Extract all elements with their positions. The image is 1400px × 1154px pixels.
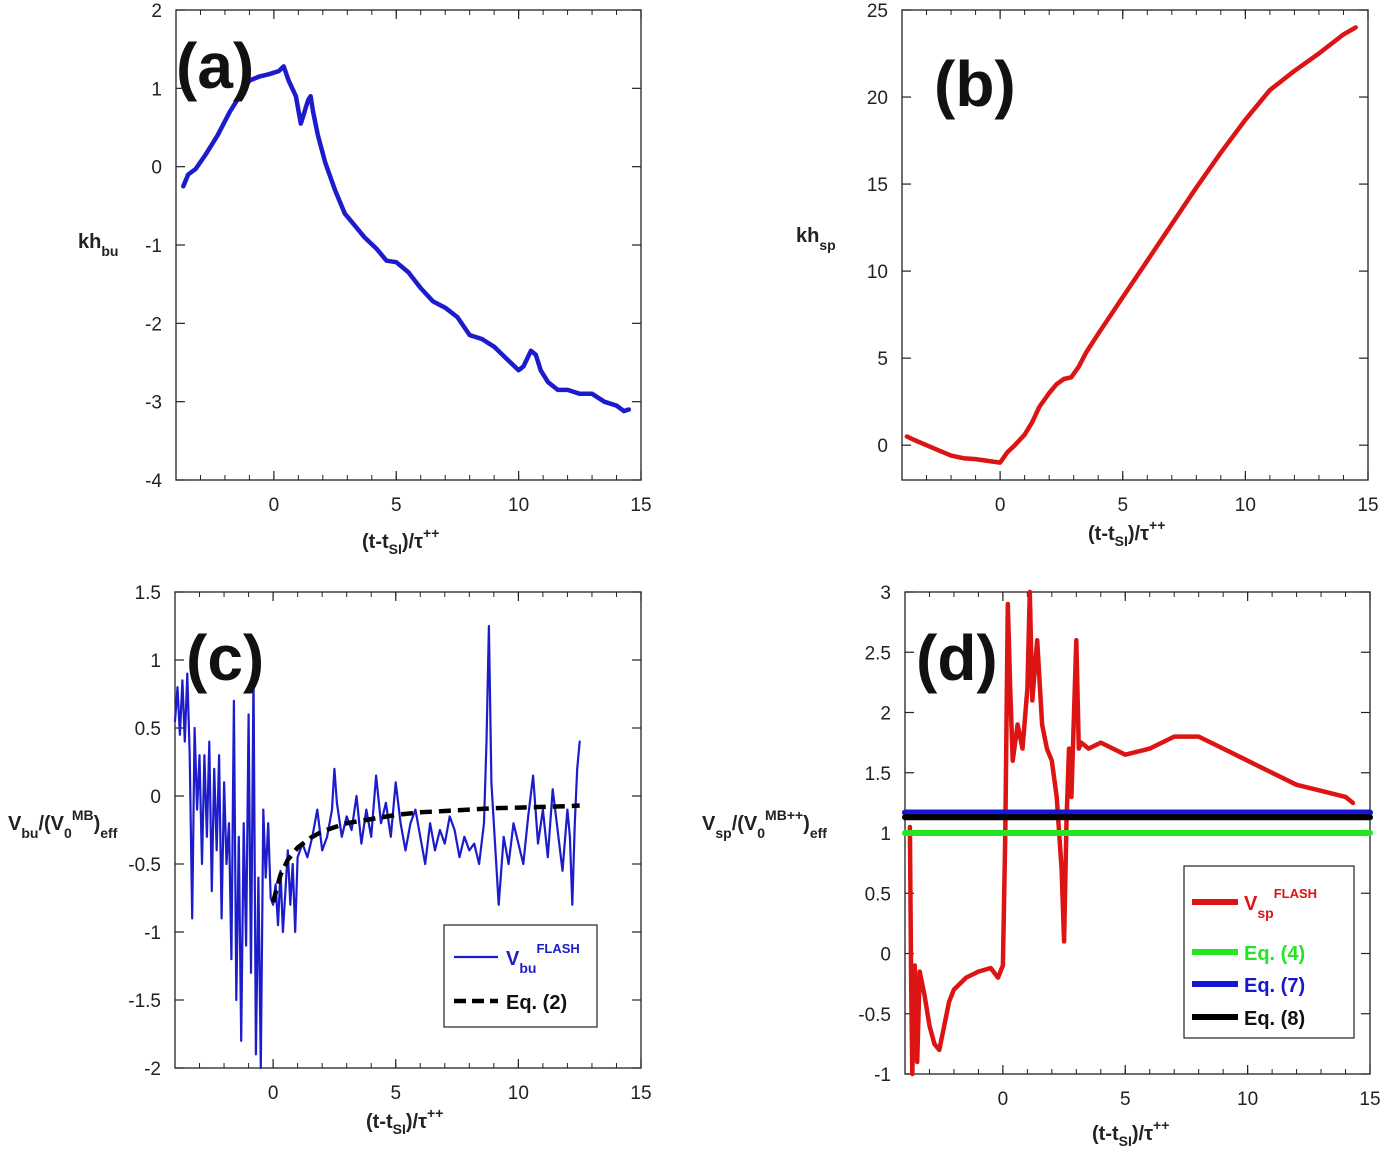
y-tick-label: -4: [145, 471, 162, 492]
y-tick-label: 2: [151, 1, 162, 22]
y-tick-label: 1.5: [865, 764, 891, 785]
series-line-1: [270, 803, 580, 903]
plot-frame: [174, 591, 642, 1069]
y-axis-label: Vbu/(V0MB)eff: [8, 807, 118, 841]
x-tick-label: 0: [995, 495, 1006, 516]
legend-label: VbuFLASH: [506, 941, 580, 976]
x-tick-label: 0: [268, 1083, 279, 1104]
legend: VspFLASH Eq. (4) Eq. (7) Eq. (8): [1183, 865, 1355, 1039]
x-axis-label: (t-tSI)/τ++: [1092, 1117, 1169, 1149]
x-tick-label: 15: [1359, 1089, 1380, 1110]
y-tick-label: -3: [145, 393, 162, 414]
y-tick-label: -1: [145, 236, 162, 257]
y-tick-label: 1.5: [135, 583, 161, 604]
y-tick-label: 15: [867, 175, 888, 196]
y-tick-label: -0.5: [128, 855, 161, 876]
panel-letter: (a): [176, 30, 254, 102]
y-tick-label: -1: [874, 1065, 891, 1086]
legend-label: Eq. (2): [506, 992, 567, 1014]
x-tick-label: 15: [630, 495, 651, 516]
y-tick-label: 2.5: [865, 643, 891, 664]
y-tick-label: 20: [867, 88, 888, 109]
y-tick-label: 0: [151, 158, 162, 179]
x-tick-label: 5: [1120, 1089, 1131, 1110]
x-axis-label: (t-tSI)/τ++: [1088, 517, 1165, 549]
y-tick-label: 2: [880, 704, 891, 725]
legend-label: Eq. (4): [1244, 943, 1305, 965]
y-tick-label: 0: [877, 436, 888, 457]
chart-panel-c: 0 5 10 15 1.5 1 0.5 0 -0.5 -1 -1.5 -2 (c) (t-tSI)/τ++…: [8, 583, 652, 1137]
legend-label: VspFLASH: [1244, 886, 1317, 921]
y-tick-label: -2: [145, 314, 162, 335]
x-tick-label: 5: [390, 1083, 401, 1104]
x-tick-label: 10: [508, 1083, 529, 1104]
x-tick-label: 0: [269, 495, 280, 516]
y-axis-label: Vsp/(V0MB++)eff: [702, 807, 827, 841]
x-tick-label: 10: [1235, 495, 1256, 516]
legend-label: Eq. (7): [1244, 975, 1305, 997]
x-tick-label: 15: [630, 1083, 651, 1104]
y-tick-label: 25: [867, 1, 888, 22]
series-line-0: [907, 589, 1356, 1077]
x-tick-label: 5: [391, 495, 402, 516]
legend-label: Eq. (8): [1244, 1008, 1305, 1030]
y-tick-label: -2: [144, 1059, 161, 1080]
panel-letter: (b): [934, 48, 1016, 120]
x-axis-label: (t-tSI)/τ++: [362, 525, 439, 557]
series-line-0: [173, 624, 581, 1070]
y-tick-label: 10: [867, 262, 888, 283]
series-line-0: [904, 25, 1358, 465]
y-tick-label: 0.5: [865, 884, 891, 905]
plot-frame: [901, 9, 1369, 481]
series-line-0: [181, 64, 632, 414]
x-tick-label: 0: [998, 1089, 1009, 1110]
x-tick-label: 10: [508, 495, 529, 516]
x-axis-label: (t-tSI)/τ++: [366, 1105, 443, 1137]
y-tick-label: -0.5: [858, 1005, 891, 1026]
x-tick-label: 15: [1357, 495, 1378, 516]
y-tick-label: 0: [150, 787, 161, 808]
y-tick-label: 5: [877, 349, 888, 370]
y-tick-label: 0.5: [135, 719, 161, 740]
x-tick-label: 10: [1237, 1089, 1258, 1110]
panel-letter: (d): [916, 622, 998, 694]
y-tick-label: 1: [880, 824, 891, 845]
x-tick-label: 5: [1117, 495, 1128, 516]
panel-letter: (c): [186, 622, 264, 694]
y-axis-label: khsp: [796, 225, 836, 253]
y-tick-label: 0: [880, 945, 891, 966]
y-tick-label: -1: [144, 923, 161, 944]
y-tick-label: -1.5: [128, 991, 161, 1012]
chart-panel-d: 0 5 10 15 3 2.5 2 1.5 1 0.5 0 -0.5 -1 (d) (t-tSI)/τ++ V…: [702, 583, 1381, 1149]
y-axis-label: khbu: [78, 231, 118, 259]
legend: VbuFLASH Eq. (2): [443, 924, 598, 1028]
y-tick-label: 1: [150, 651, 161, 672]
y-tick-label: 3: [880, 583, 891, 604]
chart-panel-b: 0 5 10 15 25 20 15 10 5 0 (b) (t-tSI)/τ++ khsp: [796, 1, 1379, 549]
y-tick-label: 1: [151, 79, 162, 100]
